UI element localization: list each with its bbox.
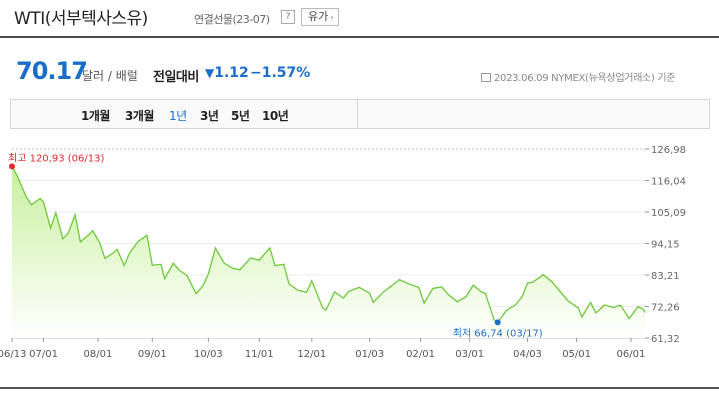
calendar-icon <box>481 73 491 82</box>
high-point-label: 최고 120,93 (06/13) <box>8 152 104 164</box>
contract-subtitle: 연결선물(23-07) <box>194 13 270 26</box>
tab-5y[interactable]: 5년 <box>231 109 250 123</box>
help-button[interactable]: ? <box>281 10 295 24</box>
page-title: WTI(서부텍사스유) <box>14 9 148 29</box>
low-point-marker <box>494 319 501 326</box>
change-value: ▼1.12 <box>205 65 249 81</box>
x-tick-label: 07/01 <box>29 349 58 360</box>
current-price: 70.17 <box>16 57 88 85</box>
category-button[interactable]: 유가 › <box>301 8 339 26</box>
y-tick-label: 61,32 <box>651 334 680 345</box>
tab-group-divider <box>11 100 358 128</box>
tab-10y[interactable]: 10년 <box>262 109 289 123</box>
price-chart: 최고 120,93 (06/13) 최저 66,74 (03/17) 126,98… <box>0 145 686 360</box>
x-tick-label: 08/01 <box>84 349 113 360</box>
x-tick-label: 03/01 <box>455 349 484 360</box>
y-tick-label: 116,04 <box>651 176 686 187</box>
tab-1m[interactable]: 1개월 <box>81 109 110 123</box>
tab-3y[interactable]: 3년 <box>200 109 219 123</box>
down-triangle-icon: ▼ <box>205 66 215 80</box>
y-tick-label: 105,09 <box>651 208 686 219</box>
x-tick-label: 06/13 <box>0 349 26 360</box>
x-tick-label: 06/01 <box>617 349 646 360</box>
price-unit: 달러 / 배럴 <box>82 69 138 83</box>
x-tick-label: 02/01 <box>406 349 435 360</box>
reference-date: 2023.06.09 NYMEX(뉴욕상업거래소) 기준 <box>481 69 676 84</box>
price-area <box>12 166 645 338</box>
period-tabs: 1개월 3개월 1년 3년 5년 10년 <box>10 99 710 129</box>
y-tick-label: 94,15 <box>651 240 680 251</box>
x-tick-label: 12/01 <box>297 349 326 360</box>
category-label: 유가 <box>308 10 329 23</box>
price-line <box>11 166 646 324</box>
change-percent: −1.57% <box>250 65 311 81</box>
x-tick-label: 05/01 <box>562 349 591 360</box>
tab-1y[interactable]: 1년 <box>169 109 187 123</box>
x-tick-label: 11/01 <box>245 349 274 360</box>
high-point-marker <box>9 163 15 170</box>
x-tick-label: 09/01 <box>138 349 167 360</box>
y-tick-label: 126,98 <box>651 145 686 156</box>
chevron-right-icon: › <box>330 13 334 23</box>
y-tick-label: 72,26 <box>651 303 680 314</box>
change-amount: 1.12 <box>214 65 249 81</box>
x-tick-label: 04/03 <box>513 349 542 360</box>
x-tick-label: 10/03 <box>194 349 223 360</box>
reference-date-text: 2023.06.09 NYMEX(뉴욕상업거래소) 기준 <box>494 73 676 84</box>
x-tick-label: 01/03 <box>355 349 384 360</box>
y-tick-label: 83,21 <box>651 271 680 282</box>
change-label: 전일대비 <box>153 70 199 85</box>
low-point-label: 최저 66,74 (03/17) <box>453 327 543 339</box>
bottom-divider <box>0 387 719 389</box>
tab-3m[interactable]: 3개월 <box>125 109 154 123</box>
page-header: WTI(서부텍사스유) 연결선물(23-07) ? 유가 › <box>0 0 719 38</box>
